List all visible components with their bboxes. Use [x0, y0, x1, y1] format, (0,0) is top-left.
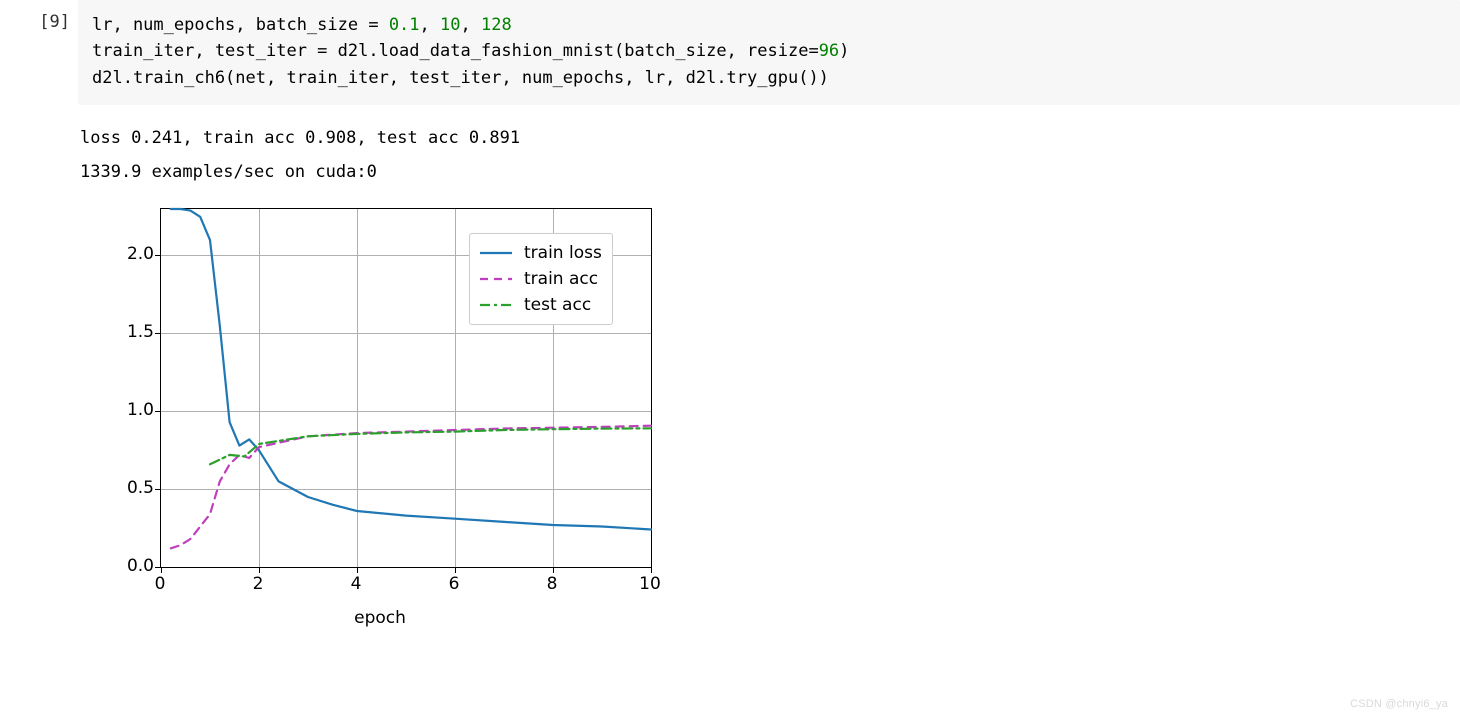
code-text: lr, num_epochs, batch_size =	[92, 15, 389, 35]
x-tick-label: 6	[449, 574, 460, 594]
code-number: 10	[440, 15, 460, 35]
x-tick-label: 0	[155, 574, 166, 594]
legend-swatch	[478, 295, 514, 315]
watermark: CSDN @chnyi6_ya	[1350, 698, 1448, 710]
output-text-line: loss 0.241, train acc 0.908, test acc 0.…	[80, 125, 1460, 151]
legend-swatch	[478, 243, 514, 263]
code-number: 96	[819, 41, 839, 61]
legend-item-test-acc: test acc	[478, 292, 602, 318]
legend-item-train-acc: train acc	[478, 266, 602, 292]
code-number: 0.1	[389, 15, 420, 35]
x-axis-label: epoch	[354, 608, 406, 628]
cell-prompt: [9]	[0, 0, 78, 32]
code-cell: [9] lr, num_epochs, batch_size = 0.1, 10…	[0, 0, 1460, 105]
x-tick-label: 4	[351, 574, 362, 594]
y-tick-label: 2.0	[84, 244, 154, 264]
y-tick-label: 0.5	[84, 478, 154, 498]
legend-item-train-loss: train loss	[478, 240, 602, 266]
legend-label: train acc	[524, 269, 598, 289]
cell-output: loss 0.241, train acc 0.908, test acc 0.…	[78, 105, 1460, 626]
training-chart: train loss train acc test acc epoch 0 2 4 6…	[80, 194, 680, 626]
plot-area: train loss train acc test acc	[160, 208, 652, 568]
x-tick-label: 8	[547, 574, 558, 594]
code-input[interactable]: lr, num_epochs, batch_size = 0.1, 10, 12…	[78, 0, 1460, 105]
y-tick-label: 1.5	[84, 322, 154, 342]
legend-label: test acc	[524, 295, 591, 315]
legend-swatch	[478, 269, 514, 289]
y-tick-label: 1.0	[84, 400, 154, 420]
code-text: train_iter, test_iter = d2l.load_data_fa…	[92, 41, 819, 61]
x-tick-label: 10	[639, 574, 661, 594]
y-tick-label: 0.0	[84, 556, 154, 576]
output-text-line: 1339.9 examples/sec on cuda:0	[80, 159, 1460, 185]
legend-label: train loss	[524, 243, 602, 263]
x-tick-label: 2	[253, 574, 264, 594]
code-number: 128	[481, 15, 512, 35]
series-test-acc	[210, 428, 651, 464]
chart-legend: train loss train acc test acc	[469, 233, 613, 325]
code-text: d2l.train_ch6(net, train_iter, test_iter…	[92, 68, 829, 88]
